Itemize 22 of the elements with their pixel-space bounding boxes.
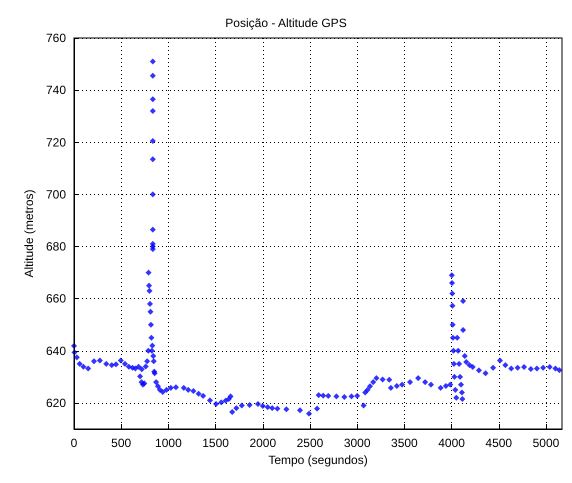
- x-tick-label: 2500: [296, 436, 324, 450]
- x-tick-label: 4000: [438, 436, 466, 450]
- x-tick-label: 3000: [344, 436, 371, 450]
- y-tick-label: 680: [46, 240, 66, 254]
- y-tick-label: 640: [46, 344, 66, 358]
- x-tick-label: 3500: [391, 436, 418, 450]
- chart-title: Posição - Altitude GPS: [225, 16, 347, 30]
- y-tick-label: 700: [46, 187, 66, 202]
- x-axis-title: Tempo (segundos): [268, 452, 368, 467]
- y-tick-label: 620: [46, 396, 66, 410]
- x-tick-label: 500: [111, 436, 132, 450]
- x-tick-label: 1500: [202, 436, 230, 450]
- x-tick-label: 5000: [532, 436, 560, 450]
- x-tick-label: 1000: [155, 436, 182, 450]
- x-tick-label: 0: [70, 436, 78, 450]
- x-tick-label: 2000: [249, 436, 276, 450]
- y-tick-label: 720: [46, 135, 66, 150]
- y-axis-title: Altitude (metros): [22, 189, 36, 278]
- y-tick-label: 660: [46, 292, 66, 306]
- x-tick-label: 4500: [485, 436, 512, 450]
- y-tick-label: 740: [46, 83, 66, 98]
- y-tick-label: 760: [46, 31, 66, 45]
